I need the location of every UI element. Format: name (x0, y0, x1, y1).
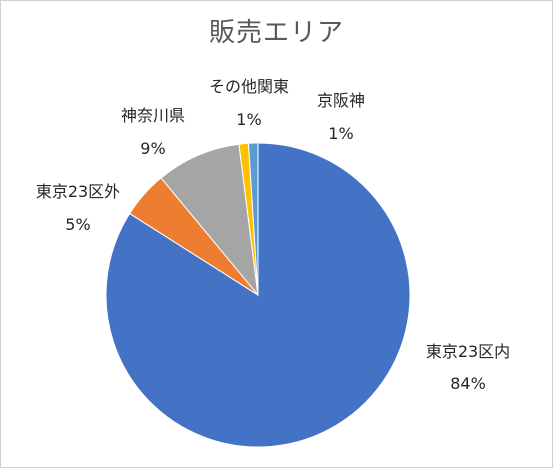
slice-label: 京阪神 (317, 91, 365, 110)
slice-label: 東京23区外 (36, 182, 120, 201)
slice-label: 神奈川県 (121, 106, 185, 125)
slice-percent-label: 1% (236, 110, 261, 129)
slice-percent-label: 84% (450, 374, 486, 393)
slice-percent-label: 5% (65, 215, 90, 234)
pie-slice-3 (160, 143, 259, 297)
slice-label: 東京23区内 (426, 342, 510, 361)
slice-percent-label: 9% (140, 139, 165, 158)
chart-title: 販売エリア (208, 18, 344, 48)
slice-percent-label: 1% (328, 124, 353, 143)
slice-label: その他関東 (209, 77, 289, 96)
pie-slice-5 (247, 142, 259, 296)
